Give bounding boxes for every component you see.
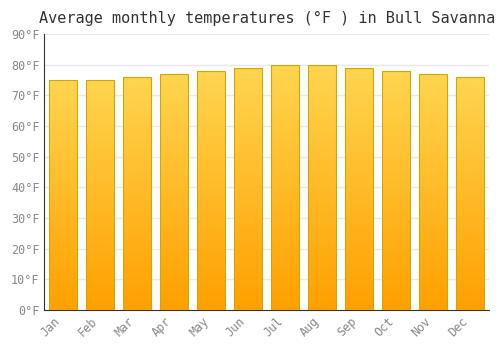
Bar bbox=[197, 71, 225, 310]
Bar bbox=[86, 80, 114, 310]
Bar bbox=[346, 68, 373, 310]
Title: Average monthly temperatures (°F ) in Bull Savanna: Average monthly temperatures (°F ) in Bu… bbox=[38, 11, 495, 26]
Bar bbox=[272, 65, 299, 310]
Bar bbox=[456, 77, 484, 310]
Bar bbox=[420, 74, 447, 310]
Bar bbox=[123, 77, 151, 310]
Bar bbox=[382, 71, 410, 310]
Bar bbox=[49, 80, 77, 310]
Bar bbox=[308, 65, 336, 310]
Bar bbox=[234, 68, 262, 310]
Bar bbox=[160, 74, 188, 310]
